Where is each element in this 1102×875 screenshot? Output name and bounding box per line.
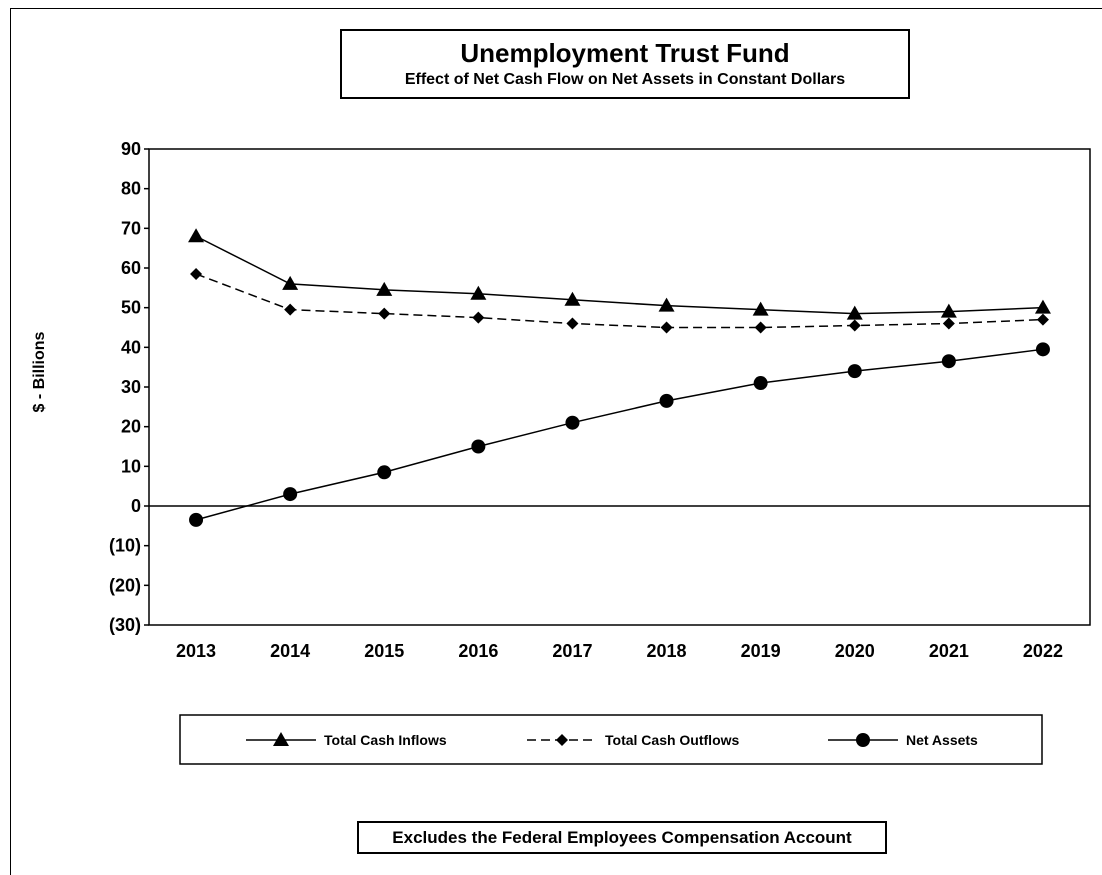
x-tick-label: 2015 <box>364 641 404 661</box>
data-point-total-cash-inflows <box>658 297 675 312</box>
legend: Total Cash Inflows Total Cash Outflows Net… <box>179 714 1043 765</box>
series-total-cash-outflows <box>190 267 1049 334</box>
legend-item-net-assets: Net Assets <box>828 732 978 748</box>
data-point-net-assets <box>377 465 392 480</box>
y-tick-label: 40 <box>121 337 141 357</box>
data-point-total-cash-inflows <box>1034 299 1051 314</box>
y-tick-label: 20 <box>121 417 141 437</box>
legend-label: Total Cash Outflows <box>605 732 740 748</box>
y-tick-label: (30) <box>109 615 141 635</box>
legend-marker-net-assets <box>856 733 870 747</box>
legend-item-total-cash-inflows: Total Cash Inflows <box>246 732 447 748</box>
legend-items: Total Cash Inflows Total Cash Outflows Net… <box>246 732 978 748</box>
data-point-total-cash-outflows <box>1036 313 1049 326</box>
data-point-net-assets <box>753 376 768 391</box>
data-point-total-cash-inflows <box>470 285 487 300</box>
data-point-total-cash-outflows <box>472 311 485 324</box>
y-axis-ticks: 90 80 70 60 50 40 30 20 10 0 (10) (20) (30) <box>109 139 149 635</box>
y-tick-label: (20) <box>109 575 141 595</box>
data-point-net-assets <box>1035 342 1050 357</box>
y-axis-label: $ - Billions <box>31 331 48 412</box>
data-point-total-cash-inflows <box>564 291 581 306</box>
y-tick-label: (10) <box>109 536 141 556</box>
data-point-net-assets <box>283 487 298 502</box>
legend-item-total-cash-outflows: Total Cash Outflows <box>527 732 740 748</box>
y-tick-label: 80 <box>121 179 141 199</box>
series-line-total-cash-inflows <box>195 235 1043 315</box>
data-point-total-cash-inflows <box>752 301 769 316</box>
y-tick-label: 50 <box>121 298 141 318</box>
series-net-assets <box>189 342 1050 527</box>
x-tick-label: 2019 <box>741 641 781 661</box>
x-tick-label: 2021 <box>929 641 969 661</box>
x-tick-label: 2020 <box>835 641 875 661</box>
series-line-net-assets <box>195 348 1044 521</box>
y-tick-label: 60 <box>121 258 141 278</box>
data-point-net-assets <box>941 354 956 369</box>
series-line-total-cash-outflows <box>195 273 1043 329</box>
data-point-net-assets <box>565 415 580 430</box>
data-point-total-cash-inflows <box>282 275 299 290</box>
data-point-total-cash-outflows <box>284 303 297 316</box>
x-tick-label: 2018 <box>647 641 687 661</box>
data-point-total-cash-outflows <box>566 317 579 330</box>
series-layer <box>188 228 1051 527</box>
y-tick-label: 0 <box>131 496 141 516</box>
legend-marker-total-cash-outflows <box>556 734 568 746</box>
data-point-net-assets <box>189 512 204 527</box>
data-point-net-assets <box>659 393 674 408</box>
data-point-total-cash-outflows <box>942 317 955 330</box>
data-point-total-cash-inflows <box>940 303 957 318</box>
data-point-total-cash-inflows <box>188 228 205 243</box>
x-tick-label: 2013 <box>176 641 216 661</box>
y-tick-label: 10 <box>121 456 141 476</box>
series-total-cash-inflows <box>188 228 1051 320</box>
data-point-total-cash-outflows <box>190 267 203 280</box>
legend-label: Total Cash Inflows <box>324 732 447 748</box>
title-box: Unemployment Trust Fund Effect of Net Ca… <box>340 29 910 99</box>
y-tick-label: 70 <box>121 218 141 238</box>
legend-marker-total-cash-inflows <box>273 732 289 746</box>
data-point-total-cash-outflows <box>754 321 767 334</box>
plot-area <box>148 148 1091 626</box>
y-tick-label: 90 <box>121 139 141 159</box>
legend-label: Net Assets <box>906 732 978 748</box>
footnote: Excludes the Federal Employees Compensat… <box>357 821 887 854</box>
data-point-total-cash-inflows <box>376 281 393 296</box>
y-tick-label: 30 <box>121 377 141 397</box>
data-point-total-cash-outflows <box>660 321 673 334</box>
data-point-net-assets <box>471 439 486 454</box>
chart-subtitle: Effect of Net Cash Flow on Net Assets in… <box>404 71 846 88</box>
data-point-total-cash-outflows <box>848 319 861 332</box>
x-axis-ticks: 2013 2014 2015 2016 2017 2018 2019 2020 2021 2022 <box>176 641 1063 661</box>
data-point-total-cash-outflows <box>378 307 391 320</box>
x-tick-label: 2017 <box>552 641 592 661</box>
chart-title: Unemployment Trust Fund <box>460 38 790 68</box>
legend-box <box>179 714 1043 765</box>
data-point-net-assets <box>847 364 862 379</box>
chart-frame <box>10 8 1102 875</box>
x-tick-label: 2016 <box>458 641 498 661</box>
x-tick-label: 2022 <box>1023 641 1063 661</box>
x-tick-label: 2014 <box>270 641 310 661</box>
data-point-total-cash-inflows <box>846 305 863 320</box>
